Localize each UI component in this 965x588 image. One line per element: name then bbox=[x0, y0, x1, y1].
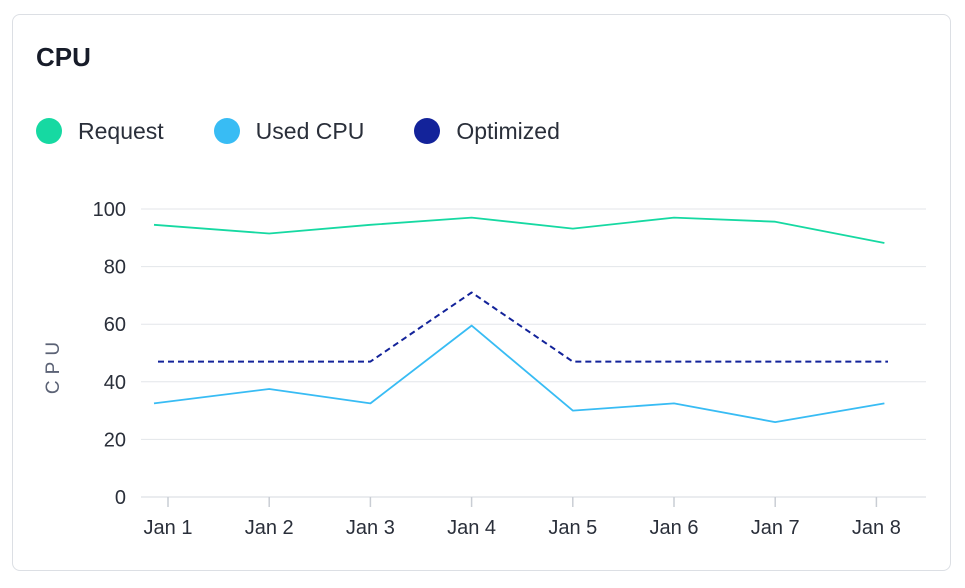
y-tick-label: 0 bbox=[115, 487, 126, 509]
x-tick-label: Jan 6 bbox=[650, 517, 699, 539]
legend-label: Used CPU bbox=[255, 117, 365, 144]
chart-legend: Request Used CPU Optimized bbox=[36, 118, 610, 144]
y-axis-title: CPU bbox=[43, 336, 64, 394]
x-tick-label: Jan 5 bbox=[548, 517, 597, 539]
y-tick-label: 20 bbox=[104, 429, 126, 451]
legend-marker bbox=[36, 118, 62, 144]
series-line-request bbox=[153, 216, 885, 244]
legend-marker bbox=[213, 118, 240, 144]
x-tick-label: Jan 3 bbox=[346, 517, 395, 539]
series-line-optimized bbox=[158, 291, 888, 363]
y-tick-label: 40 bbox=[104, 372, 126, 394]
legend-label: Optimized bbox=[456, 117, 560, 144]
y-tick-label: 80 bbox=[104, 257, 126, 279]
legend-item-used-cpu[interactable]: Used CPU bbox=[213, 117, 365, 144]
card-title: CPU bbox=[36, 42, 91, 72]
legend-label: Request bbox=[78, 117, 164, 144]
series-line-used-cpu bbox=[153, 324, 885, 424]
x-tick-label: Jan 7 bbox=[751, 517, 800, 539]
cpu-card bbox=[12, 14, 951, 571]
legend-item-optimized[interactable]: Optimized bbox=[414, 118, 560, 144]
x-tick-label: Jan 2 bbox=[245, 517, 294, 539]
x-tick-label: Jan 4 bbox=[447, 517, 496, 539]
x-tick-label: Jan 1 bbox=[144, 517, 193, 539]
y-tick-label: 100 bbox=[93, 199, 126, 221]
y-tick-label: 60 bbox=[104, 314, 126, 336]
legend-item-request[interactable]: Request bbox=[36, 118, 164, 144]
x-tick-label: Jan 8 bbox=[852, 517, 901, 539]
legend-marker bbox=[414, 118, 441, 144]
